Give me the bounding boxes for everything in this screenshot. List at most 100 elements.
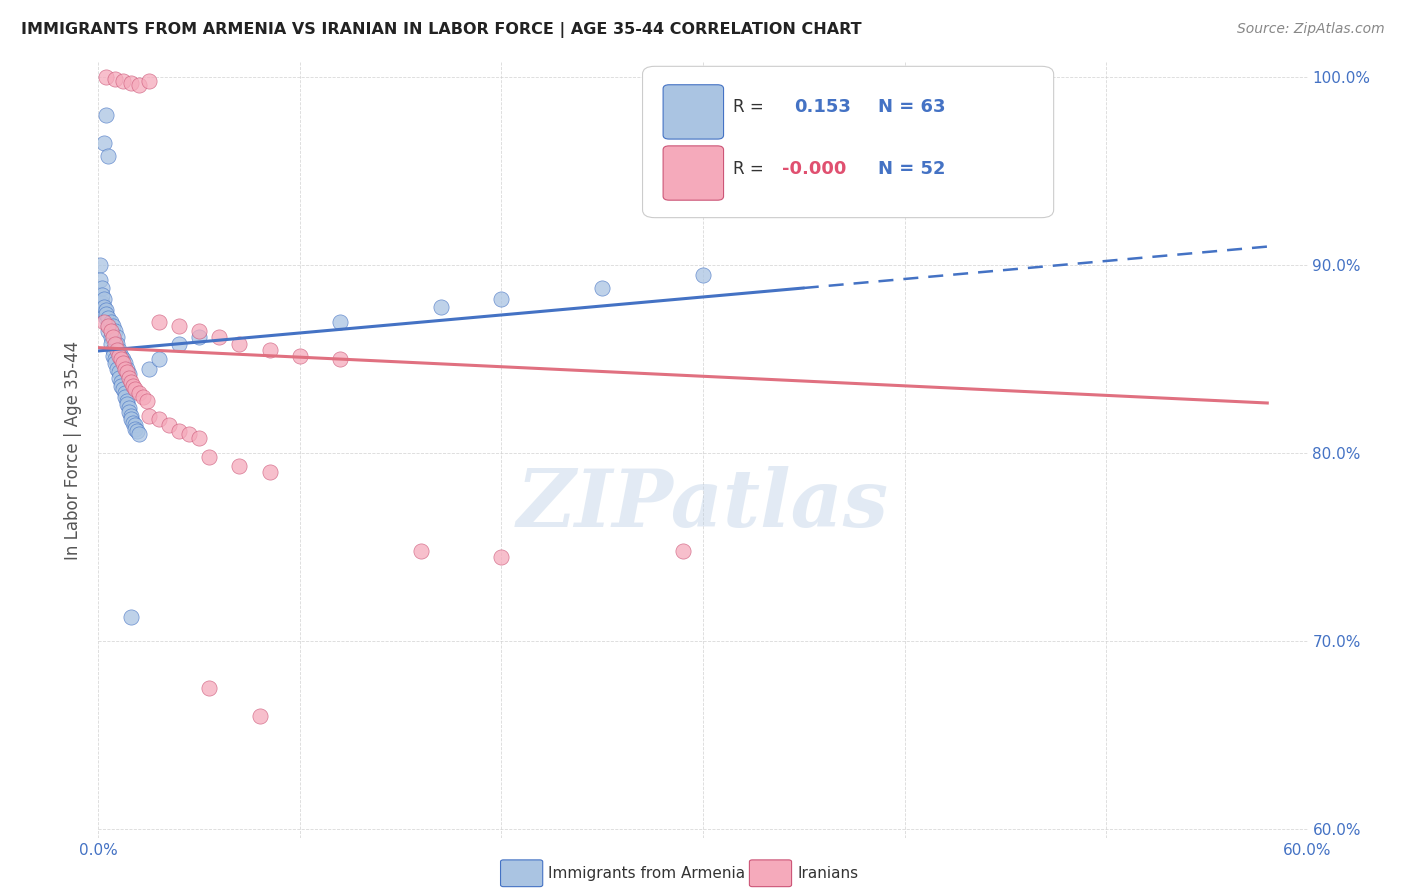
FancyBboxPatch shape	[643, 66, 1053, 218]
Point	[97, 310, 120, 325]
Point	[93, 300, 115, 314]
Point	[128, 386, 150, 401]
Point	[110, 349, 132, 363]
Point	[103, 352, 125, 367]
Point	[115, 397, 138, 411]
Point	[93, 305, 115, 319]
Point	[111, 383, 134, 397]
Point	[115, 393, 138, 408]
Point	[118, 405, 141, 419]
Point	[107, 366, 129, 380]
Point	[409, 544, 432, 558]
Point	[208, 330, 231, 344]
Point	[100, 330, 122, 344]
Point	[111, 352, 134, 367]
Point	[188, 431, 211, 445]
Point	[105, 330, 128, 344]
Point	[107, 349, 129, 363]
Point	[100, 315, 122, 329]
Point	[103, 337, 125, 351]
Point	[101, 349, 124, 363]
Point	[93, 292, 115, 306]
Text: -0.000: -0.000	[782, 161, 846, 178]
Point	[101, 330, 124, 344]
Point	[167, 424, 190, 438]
Point	[101, 318, 124, 333]
Point	[179, 427, 201, 442]
Point	[228, 337, 250, 351]
Point	[124, 422, 146, 436]
Point	[97, 318, 120, 333]
Point	[121, 416, 143, 430]
Point	[138, 74, 160, 88]
Point	[93, 315, 115, 329]
Point	[288, 349, 311, 363]
Point	[167, 318, 190, 333]
Point	[491, 292, 513, 306]
Point	[96, 307, 118, 321]
Point	[259, 465, 281, 479]
Point	[135, 393, 157, 408]
Text: R =: R =	[734, 98, 775, 116]
Text: N = 63: N = 63	[879, 98, 946, 116]
Point	[96, 303, 118, 318]
Point	[120, 76, 142, 90]
Point	[118, 401, 141, 416]
Point	[89, 273, 111, 287]
FancyBboxPatch shape	[664, 146, 724, 200]
Point	[103, 356, 125, 370]
Point	[114, 390, 136, 404]
Point	[329, 315, 352, 329]
Point	[121, 378, 143, 392]
Text: Source: ZipAtlas.com: Source: ZipAtlas.com	[1237, 22, 1385, 37]
Point	[110, 352, 132, 367]
Point	[128, 78, 150, 92]
Point	[91, 288, 114, 302]
Point	[124, 383, 146, 397]
Point	[167, 337, 190, 351]
Point	[91, 296, 114, 310]
Point	[259, 343, 281, 357]
Point	[692, 268, 714, 282]
Point	[249, 709, 271, 723]
Point	[96, 310, 118, 325]
Point	[105, 361, 128, 376]
Point	[120, 375, 142, 389]
Point	[97, 149, 120, 163]
Point	[148, 412, 170, 426]
Point	[148, 352, 170, 367]
Point	[120, 412, 142, 426]
Text: IMMIGRANTS FROM ARMENIA VS IRANIAN IN LABOR FORCE | AGE 35-44 CORRELATION CHART: IMMIGRANTS FROM ARMENIA VS IRANIAN IN LA…	[21, 22, 862, 38]
Point	[89, 259, 111, 273]
Point	[115, 361, 138, 376]
Point	[228, 459, 250, 474]
Point	[103, 324, 125, 338]
Point	[430, 300, 453, 314]
Text: R =: R =	[734, 161, 769, 178]
Point	[591, 281, 613, 295]
Text: ZIPatlas: ZIPatlas	[517, 466, 889, 543]
Point	[132, 390, 155, 404]
Point	[103, 72, 125, 87]
Text: 0.153: 0.153	[794, 98, 851, 116]
Y-axis label: In Labor Force | Age 35-44: In Labor Force | Age 35-44	[65, 341, 83, 560]
Point	[124, 418, 146, 433]
Point	[138, 361, 160, 376]
Point	[115, 366, 138, 380]
Point	[329, 352, 352, 367]
Point	[110, 375, 132, 389]
Point	[198, 450, 221, 464]
Point	[188, 330, 211, 344]
Point	[128, 427, 150, 442]
Point	[114, 361, 136, 376]
Point	[96, 70, 118, 85]
Point	[107, 371, 129, 385]
Point	[111, 356, 134, 370]
Point	[107, 343, 129, 357]
Point	[188, 324, 211, 338]
Point	[105, 343, 128, 357]
Point	[111, 74, 134, 88]
Point	[118, 368, 141, 382]
Point	[157, 418, 180, 433]
Point	[692, 70, 714, 85]
